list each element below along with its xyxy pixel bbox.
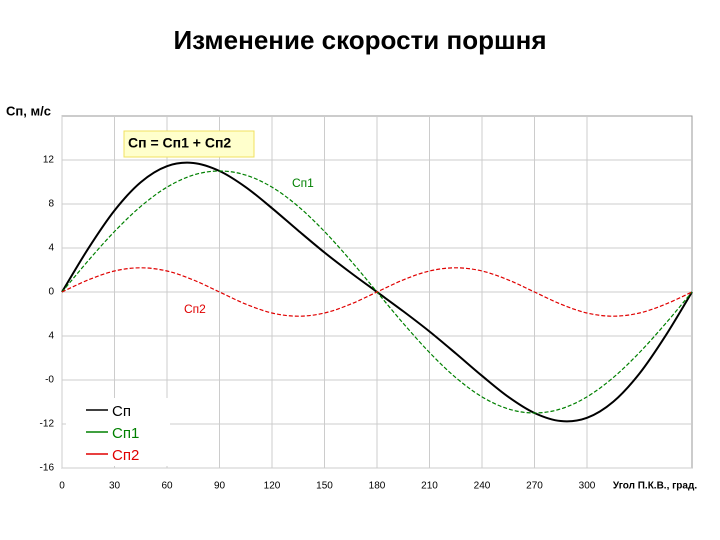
- y-tick-label: 8: [48, 199, 54, 210]
- x-tick-label: 240: [474, 481, 491, 492]
- annotation: Cп1: [292, 176, 314, 190]
- y-tick-label: 0: [48, 287, 54, 298]
- annotation: Cп2: [184, 302, 206, 316]
- y-tick-label: 12: [43, 155, 55, 166]
- x-tick-label: 210: [421, 481, 438, 492]
- y-tick-label: -0: [45, 375, 54, 386]
- legend-box: [66, 398, 170, 466]
- x-tick-label: 300: [579, 481, 596, 492]
- legend-label: Cп1: [112, 425, 139, 442]
- annotation: Cп = Cп1 + Cп2: [128, 135, 231, 151]
- x-tick-label: 30: [109, 481, 121, 492]
- y-tick-label: 4: [48, 331, 54, 342]
- x-axis-label: Угол П.К.В., град.: [613, 481, 697, 492]
- legend-label: Cп: [112, 403, 131, 420]
- x-tick-label: 120: [264, 481, 281, 492]
- x-tick-label: 180: [369, 481, 386, 492]
- x-tick-label: 0: [59, 481, 65, 492]
- x-tick-label: 270: [526, 481, 543, 492]
- y-tick-label: -12: [40, 419, 55, 430]
- y-tick-label: 4: [48, 243, 54, 254]
- x-tick-label: 60: [161, 481, 173, 492]
- series-line: [61, 267, 693, 317]
- annotation-box: [123, 130, 255, 158]
- chart-title: Изменение скорости поршня: [173, 25, 546, 55]
- legend-label: Cп2: [112, 447, 139, 464]
- y-axis-label: Cп, м/с: [6, 103, 51, 118]
- y-tick-label: -16: [40, 463, 55, 474]
- x-tick-label: 150: [316, 481, 333, 492]
- x-tick-label: 90: [214, 481, 226, 492]
